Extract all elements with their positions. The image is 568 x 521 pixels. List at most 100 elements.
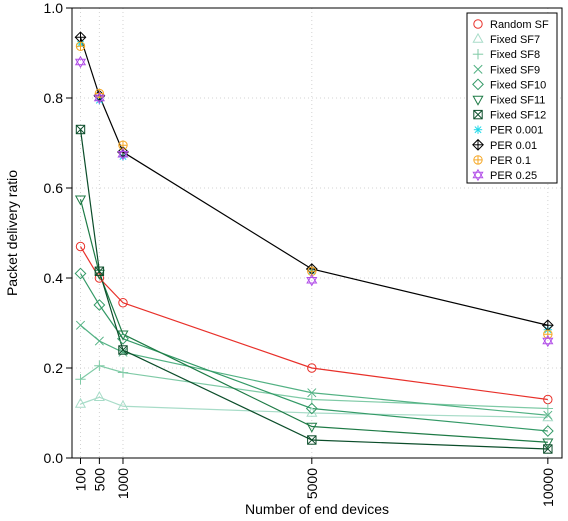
- series-line-fixed-sf7: [80, 396, 548, 419]
- data-point: [306, 274, 318, 287]
- data-point: [93, 391, 105, 401]
- data-point: [94, 273, 105, 283]
- y-tick-label: 0.8: [44, 90, 64, 106]
- data-point: [117, 332, 129, 345]
- y-axis-label: Packet delivery ratio: [4, 170, 20, 296]
- data-point: [541, 425, 554, 437]
- y-axis: 0.0 0.2 0.4 0.6 0.8 1.0: [44, 0, 72, 466]
- series-points-per-0-25: [74, 55, 554, 348]
- series-line-fixed-sf9: [80, 324, 548, 416]
- data-point: [74, 31, 87, 44]
- data-point: [307, 388, 317, 398]
- x-tick-label: 1000: [115, 468, 131, 499]
- legend-marker: [472, 138, 484, 151]
- legend-item-random-sf: Random SF: [473, 19, 549, 31]
- series-points-fixed-sf12: [75, 124, 553, 454]
- legend-marker: [472, 168, 484, 182]
- legend-label: PER 0.001: [490, 125, 543, 137]
- x-tick-label: 500: [91, 468, 107, 492]
- legend-label: Fixed SF12: [490, 110, 546, 122]
- series-points-fixed-sf11: [74, 195, 554, 449]
- legend-marker: [472, 49, 484, 60]
- y-tick-label: 0.0: [44, 450, 64, 466]
- legend-marker: [472, 95, 484, 106]
- data-point: [542, 403, 554, 414]
- data-point: [305, 402, 318, 415]
- legend-label: Fixed SF11: [490, 95, 545, 107]
- legend-marker: [473, 125, 483, 134]
- x-tick-label: 10000: [540, 468, 556, 507]
- data-point: [307, 363, 317, 373]
- legend-item-fixed-sf12: Fixed SF12: [473, 109, 546, 122]
- data-point: [541, 319, 554, 332]
- legend-label: Fixed SF10: [490, 79, 546, 91]
- data-point: [75, 241, 86, 252]
- data-point: [542, 411, 554, 422]
- series-line-random-sf: [79, 246, 548, 401]
- series-line-fixed-sf8: [80, 365, 548, 410]
- legend-label: Random SF: [490, 19, 549, 31]
- data-point: [307, 435, 317, 445]
- data-point: [542, 334, 554, 348]
- data-point: [543, 329, 553, 339]
- legend-item-fixed-sf11: Fixed SF11: [472, 95, 545, 107]
- x-axis: 100 500 1000 5000 10000: [72, 458, 556, 507]
- legend-item-fixed-sf9: Fixed SF9: [473, 64, 540, 76]
- data-point: [94, 360, 105, 371]
- legend-marker: [473, 155, 483, 165]
- data-point: [117, 367, 129, 378]
- legend-label: Fixed SF9: [490, 64, 540, 76]
- legend-item-fixed-sf10: Fixed SF10: [472, 78, 546, 91]
- series-points-fixed-sf9: [75, 320, 553, 420]
- y-tick-label: 0.6: [44, 180, 64, 196]
- data-point: [74, 55, 87, 69]
- data-point: [74, 267, 87, 280]
- legend-item-per-0-01: PER 0.01: [472, 138, 537, 152]
- data-point: [94, 266, 105, 276]
- legend-item-per-0-1: PER 0.1: [473, 155, 531, 167]
- data-point: [74, 397, 87, 408]
- legend-label: PER 0.01: [490, 140, 537, 152]
- x-tick-label: 100: [72, 468, 88, 492]
- legend-label: PER 0.1: [490, 155, 531, 167]
- data-point: [118, 347, 128, 357]
- legend: Random SF Fixed SF7 Fixed SF8 Fixed SF9 Fixe…: [466, 12, 558, 184]
- legend-item-per-0-25: PER 0.25: [472, 168, 537, 182]
- series-markers: [74, 31, 554, 454]
- data-point: [543, 444, 553, 454]
- data-point: [543, 410, 553, 420]
- y-tick-label: 0.2: [44, 360, 64, 376]
- y-tick-label: 1.0: [44, 0, 64, 16]
- data-point: [542, 438, 554, 449]
- legend-marker: [472, 78, 484, 91]
- legend-marker: [472, 32, 484, 43]
- data-point: [118, 345, 128, 355]
- data-point: [117, 148, 129, 161]
- data-point: [94, 336, 104, 346]
- legend-label: Fixed SF8: [490, 49, 540, 61]
- data-point: [75, 124, 86, 135]
- legend-marker: [473, 109, 483, 120]
- legend-marker: [473, 19, 483, 29]
- data-point: [74, 195, 87, 206]
- legend-label: PER 0.25: [490, 170, 537, 182]
- data-point: [117, 400, 129, 410]
- data-point: [75, 374, 86, 385]
- data-point: [118, 298, 128, 308]
- legend-marker: [473, 64, 483, 74]
- x-tick-label: 5000: [304, 468, 320, 499]
- series-points-fixed-sf10: [74, 267, 554, 437]
- legend-label: Fixed SF7: [490, 34, 540, 46]
- data-point: [93, 299, 106, 311]
- legend-item-per-0-001: PER 0.001: [473, 125, 543, 137]
- legend-item-fixed-sf7: Fixed SF7: [472, 32, 540, 46]
- data-point: [75, 41, 86, 51]
- y-tick-label: 0.4: [44, 270, 64, 286]
- data-point: [93, 91, 105, 105]
- plot-frame: [71, 7, 563, 459]
- data-point: [93, 269, 105, 280]
- data-point: [306, 422, 318, 433]
- series-points-fixed-sf8: [75, 360, 554, 414]
- x-axis-label: Number of end devices: [245, 501, 389, 517]
